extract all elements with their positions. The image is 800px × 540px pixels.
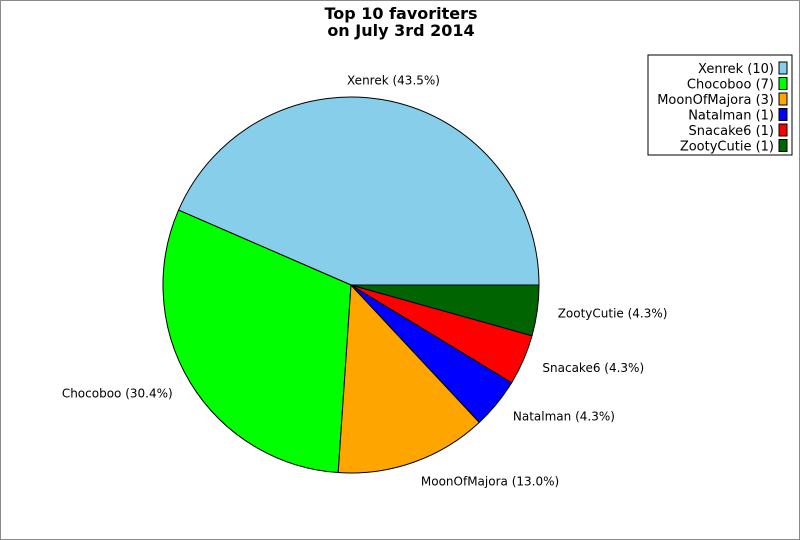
slice-label-snacake6: Snacake6 (4.3%)	[542, 361, 644, 375]
legend-label-zootycutie: ZootyCutie (1)	[680, 140, 774, 155]
legend-swatch-chocoboo	[778, 77, 788, 90]
legend-label-snacake6: Snacake6 (1)	[689, 124, 774, 139]
pie-slices	[162, 96, 540, 474]
slice-label-xenrek: Xenrek (43.5%)	[347, 74, 440, 88]
slice-labels: Xenrek (43.5%) Chocoboo (30.4%) MoonOfMajo…	[62, 74, 668, 489]
pie-slice-moonofmajora	[337, 283, 481, 474]
legend-label-xenrek: Xenrek (10)	[698, 62, 774, 77]
chart-title-line-1: Top 10 favoriters	[324, 4, 477, 23]
pie-slice-xenrek	[177, 96, 540, 286]
legend-swatch-xenrek	[778, 61, 788, 75]
slice-label-zootycutie: ZootyCutie (4.3%)	[558, 306, 668, 320]
slice-label-moonofmajora: MoonOfMajora (13.0%)	[421, 475, 559, 489]
pie-slice-zootycutie	[350, 284, 540, 337]
slice-label-chocoboo: Chocoboo (30.4%)	[62, 386, 173, 400]
legend: Xenrek (10)Chocoboo (7)MoonOfMajora (3)N…	[647, 54, 793, 156]
pie-slice-chocoboo	[162, 209, 352, 474]
legend-label-natalman: Natalman (1)	[688, 109, 774, 124]
chart-title-line-2: on July 3rd 2014	[327, 21, 474, 40]
legend-box	[647, 54, 793, 156]
slice-label-natalman: Natalman (4.3%)	[513, 410, 615, 424]
legend-swatch-natalman	[778, 108, 788, 121]
legend-swatch-moonofmajora	[778, 92, 788, 106]
legend-label-moonofmajora: MoonOfMajora (3)	[657, 93, 774, 108]
legend-swatch-zootycutie	[778, 139, 788, 152]
legend-label-chocoboo: Chocoboo (7)	[687, 78, 774, 93]
legend-swatch-snacake6	[778, 123, 788, 137]
